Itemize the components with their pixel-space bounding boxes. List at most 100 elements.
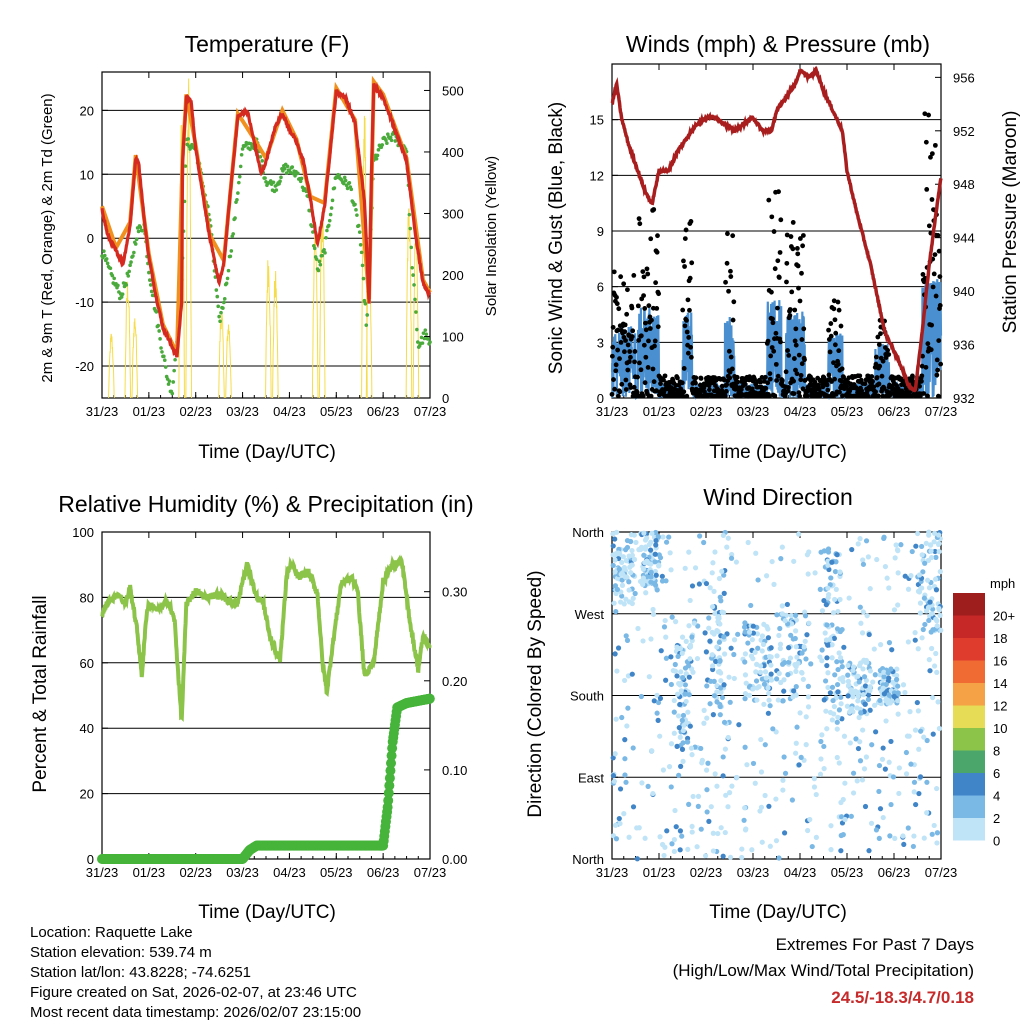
wind-direction-point xyxy=(658,648,664,654)
wind-direction-point xyxy=(774,612,780,618)
panel-wind-direction: 31/23 01/23 02/23 03/23 04/23 05/23 06/23 07/23… xyxy=(570,525,957,880)
y-tick-label: 10 xyxy=(80,167,94,182)
gust-point xyxy=(629,305,635,311)
wind-direction-point xyxy=(703,649,709,655)
wind-direction-point xyxy=(761,681,768,687)
precip-point xyxy=(424,693,435,704)
wind-direction-point xyxy=(634,856,640,862)
gust-point xyxy=(683,227,689,233)
gust-point xyxy=(832,376,837,382)
wind-direction-point xyxy=(936,605,942,612)
gust-point xyxy=(926,112,931,118)
gust-point xyxy=(675,375,680,381)
wind-direction-point xyxy=(710,663,716,669)
dewpoint-point xyxy=(239,152,244,157)
wind-direction-point xyxy=(894,676,900,683)
wind-direction-point xyxy=(680,712,687,719)
gust-point xyxy=(649,317,654,323)
wind-direction-point xyxy=(835,689,841,695)
panel-rh: 31/23 01/23 02/23 03/23 04/23 05/23 06/23 07/23… xyxy=(72,525,467,880)
gust-point xyxy=(637,360,642,366)
gust-point xyxy=(774,378,780,383)
wind-direction-point xyxy=(888,738,894,745)
wind-direction-point xyxy=(888,801,894,808)
y2-tick-label: 500 xyxy=(442,83,464,98)
gust-point xyxy=(873,361,879,367)
dewpoint-point xyxy=(233,216,237,220)
gust-point xyxy=(835,299,841,305)
wind-direction-point xyxy=(825,549,832,555)
gust-point xyxy=(876,381,882,387)
wind-direction-point xyxy=(877,806,884,812)
wind-direction-point xyxy=(729,783,735,789)
wind-direction-point xyxy=(656,562,662,568)
gust-point xyxy=(623,387,629,392)
gust-point xyxy=(619,381,625,387)
wind-direction-point xyxy=(727,790,733,796)
wind-direction-point xyxy=(628,538,634,545)
legend-label: 14 xyxy=(993,676,1007,691)
precip-point xyxy=(383,788,394,799)
gust-point xyxy=(874,375,880,380)
gust-point xyxy=(681,389,687,395)
wind-direction-point xyxy=(936,532,942,538)
gust-point xyxy=(642,306,648,311)
x-tick-label: 05/23 xyxy=(831,404,864,419)
wind-direction-point xyxy=(795,660,801,666)
dewpoint-point xyxy=(127,269,131,274)
dewpoint-point xyxy=(159,346,163,350)
wind-direction-point xyxy=(622,737,628,743)
wind-direction-point xyxy=(707,585,713,591)
gust-point xyxy=(725,231,730,237)
dewpoint-point xyxy=(162,358,167,363)
wind-direction-point xyxy=(654,587,660,593)
wind-direction-point xyxy=(659,573,665,579)
wind-direction-point xyxy=(762,669,769,675)
wind-direction-point xyxy=(654,692,660,698)
gust-point xyxy=(625,367,631,373)
wind-direction-point xyxy=(654,710,660,716)
wind-direction-point xyxy=(727,854,734,860)
wind-direction-point xyxy=(793,612,799,618)
wind-direction-point xyxy=(793,684,799,690)
gust-point xyxy=(797,298,803,304)
solar-insolation-trace xyxy=(318,208,326,399)
gust-point xyxy=(687,275,693,281)
wind-direction-point xyxy=(742,672,749,678)
info-created: Figure created on Sat, 2026-02-07, at 23… xyxy=(30,984,357,1001)
gust-point xyxy=(724,382,730,388)
dewpoint-point xyxy=(229,249,234,253)
wind-direction-point xyxy=(873,729,879,735)
wind-direction-point xyxy=(920,626,926,633)
wind-direction-point xyxy=(877,697,883,704)
wind-direction-point xyxy=(793,740,799,746)
wind-direction-point xyxy=(626,587,632,593)
gust-point xyxy=(922,111,928,117)
gust-point xyxy=(826,327,831,333)
wind-direction-point xyxy=(930,606,936,612)
x-tick-label: 05/23 xyxy=(320,404,353,419)
gust-point xyxy=(865,393,871,399)
gust-point xyxy=(656,291,662,297)
x-tick-label: 04/23 xyxy=(784,865,817,880)
gust-point xyxy=(719,383,725,389)
wind-direction-point xyxy=(823,708,829,714)
wind-direction-point xyxy=(680,728,687,734)
wind-direction-point xyxy=(921,595,927,601)
wind-direction-point xyxy=(839,716,845,722)
wind-direction-point xyxy=(615,645,622,651)
gust-point xyxy=(854,385,859,391)
gust-point xyxy=(777,250,783,255)
rh-line xyxy=(100,554,432,723)
gust-point xyxy=(880,393,886,399)
wind-direction-point xyxy=(679,634,686,640)
wind-direction-point xyxy=(708,678,714,684)
wind-direction-point xyxy=(661,852,667,859)
wind-direction-point xyxy=(739,854,745,861)
wind-direction-point xyxy=(856,714,862,721)
gust-point xyxy=(920,353,925,359)
wind-direction-point xyxy=(731,637,738,643)
x-tick-label: 06/23 xyxy=(878,404,911,419)
dewpoint-point xyxy=(411,273,415,277)
info-latlon: Station lat/lon: 43.8228; -74.6251 xyxy=(30,964,252,981)
